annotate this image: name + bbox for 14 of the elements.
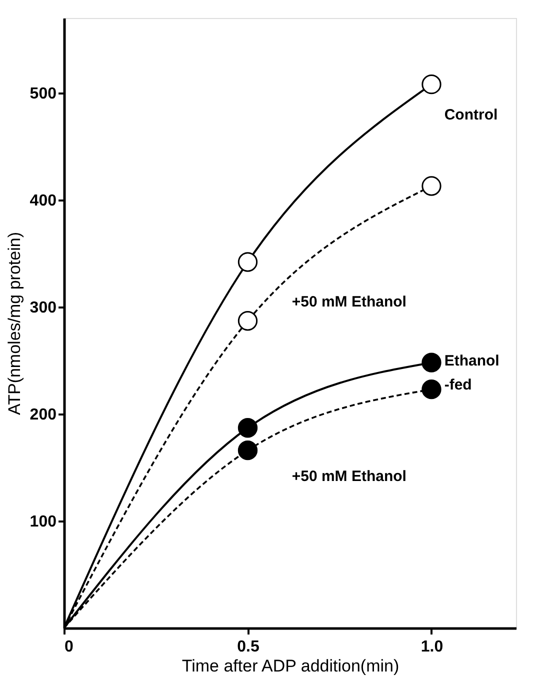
x-tick-label: 0 [64, 638, 74, 656]
x-axis-title: Time after ADP addition(min) [182, 656, 400, 676]
series-label: +50 mM Ethanol [292, 294, 406, 311]
x-tick-label: 0.5 [237, 638, 260, 656]
text: +50 mM Ethanol [292, 468, 406, 486]
y-tick-label: 300 [30, 299, 57, 316]
y-axis-title: ATP(nmoles/mg protein) [4, 232, 24, 415]
y-tick-label: 400 [30, 192, 57, 210]
x-tick-label: 1.0 [420, 638, 444, 656]
y-tick-label: 200 [30, 406, 57, 424]
series-label: Ethanol -fed [444, 352, 500, 394]
series-label: Control [444, 106, 498, 124]
y-tick-label: 100 [30, 513, 57, 530]
y-tick-label: 500 [30, 85, 57, 102]
